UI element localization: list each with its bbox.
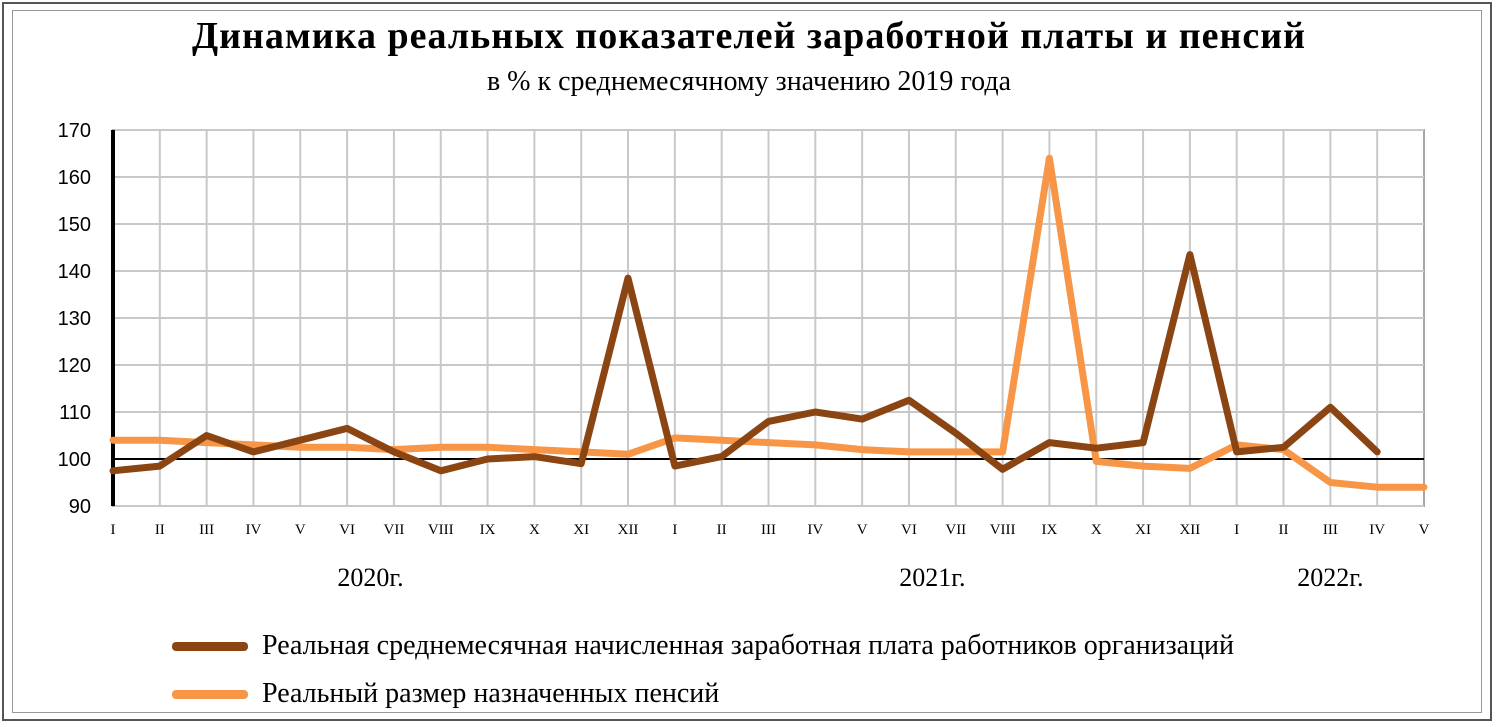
y-axis: 90 100 110 120 130 140 150 160 170 xyxy=(58,120,115,518)
series-line-pensions xyxy=(109,154,1428,491)
x-tick-label: VII xyxy=(945,522,966,538)
legend-label-pensions: Реальный размер назначенных пенсий xyxy=(262,678,720,709)
series-line-wages xyxy=(109,251,1381,475)
x-tick-label: I xyxy=(672,522,677,538)
year-labels: 2020г. 2021г. 2022г. xyxy=(337,563,1363,592)
x-tick-label: I xyxy=(1234,522,1239,538)
x-tick-label: XII xyxy=(618,522,639,538)
x-tick-label: V xyxy=(295,522,306,538)
x-tick-label: VIII xyxy=(990,522,1016,538)
y-tick-label: 150 xyxy=(58,214,91,236)
x-tick-label: III xyxy=(761,522,776,538)
x-tick-label: IX xyxy=(1042,522,1058,538)
x-tick-label: V xyxy=(857,522,868,538)
x-tick-label: III xyxy=(1323,522,1338,538)
x-tick-label: XI xyxy=(1135,522,1151,538)
x-tick-label: XII xyxy=(1179,522,1200,538)
y-tick-label: 160 xyxy=(58,167,91,189)
x-tick-label: IX xyxy=(480,522,496,538)
legend-swatch-wages xyxy=(172,641,248,651)
legend-item-wages: Реальная среднемесячная начисленная зара… xyxy=(172,630,1234,662)
x-tick-label: III xyxy=(199,522,214,538)
chart-frame-inner xyxy=(12,10,1482,713)
x-tick-label: X xyxy=(529,522,540,538)
chart-subtitle: в % к среднемесячному значению 2019 года xyxy=(486,66,1012,97)
chart-title: Динамика реальных показателей заработной… xyxy=(191,15,1307,57)
legend-label-wages: Реальная среднемесячная начисленная зара… xyxy=(262,630,1235,661)
x-tick-label: VI xyxy=(339,522,355,538)
y-tick-label: 120 xyxy=(58,355,91,377)
legend-swatch-pensions xyxy=(172,689,248,699)
x-tick-label: XI xyxy=(573,522,589,538)
y-tick-label: 130 xyxy=(58,308,91,330)
x-tick-label: VI xyxy=(901,522,917,538)
year-label: 2021г. xyxy=(899,563,965,592)
x-axis: I II III IV V VI VII VIII IX X XI XII I II III IV V VI VII… xyxy=(111,522,1430,538)
x-tick-label: VIII xyxy=(428,522,454,538)
x-tick-label: II xyxy=(155,522,165,538)
x-tick-label: II xyxy=(1279,522,1289,538)
x-tick-label: IV xyxy=(1369,522,1385,538)
x-tick-label: I xyxy=(111,522,116,538)
x-tick-label: II xyxy=(717,522,727,538)
x-tick-label: IV xyxy=(246,522,262,538)
y-tick-label: 100 xyxy=(58,449,91,471)
y-tick-label: 170 xyxy=(58,120,91,142)
x-tick-label: V xyxy=(1419,522,1430,538)
legend-item-pensions: Реальный размер назначенных пенсий xyxy=(172,678,719,710)
x-tick-label: VII xyxy=(384,522,405,538)
y-tick-label: 90 xyxy=(69,496,91,518)
x-tick-label: X xyxy=(1091,522,1102,538)
y-tick-label: 110 xyxy=(59,402,91,424)
y-tick-label: 140 xyxy=(58,261,91,283)
series-lines xyxy=(109,154,1428,491)
x-tick-label: IV xyxy=(807,522,823,538)
year-label: 2022г. xyxy=(1297,563,1363,592)
year-label: 2020г. xyxy=(337,563,403,592)
